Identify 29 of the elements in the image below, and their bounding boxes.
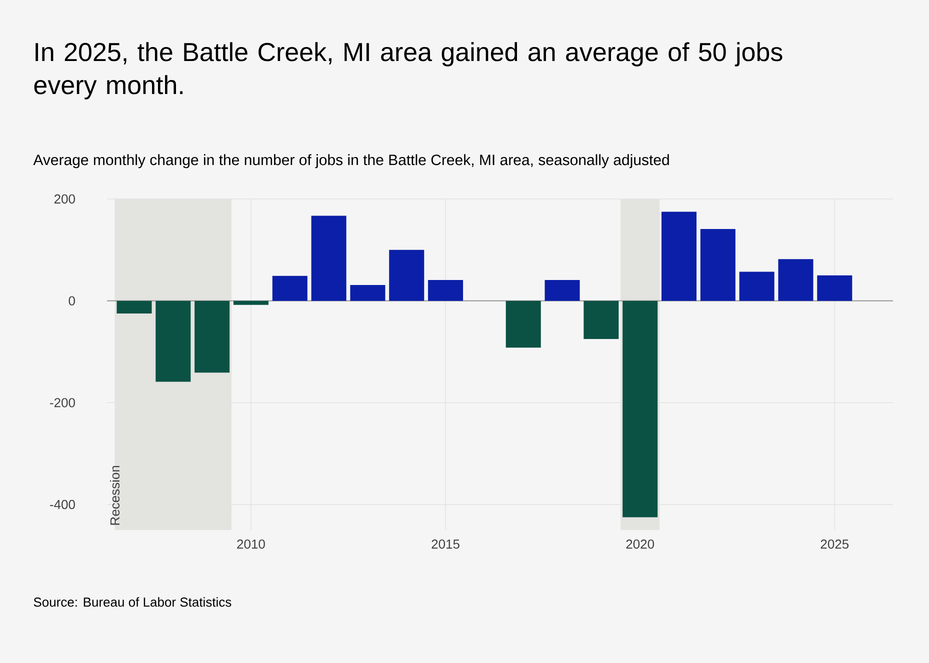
bar <box>544 280 580 301</box>
bar <box>389 250 424 301</box>
bar <box>700 229 736 301</box>
bar <box>233 300 268 305</box>
bar <box>506 300 541 348</box>
y-tick-label: 0 <box>68 296 75 306</box>
bar <box>584 300 619 340</box>
bar <box>661 212 697 301</box>
bar <box>272 276 308 301</box>
chart-subtitle: Average monthly change in the number of jobs in the Battle Creek, MI area, seasonally adjusted <box>33 154 669 168</box>
x-tick-label: 2025 <box>820 540 849 549</box>
bar <box>817 275 852 301</box>
bar <box>350 285 386 301</box>
bar <box>116 300 152 314</box>
x-tick-label: 2010 <box>237 540 265 549</box>
bar <box>194 300 230 373</box>
bar <box>739 272 774 301</box>
bar <box>311 216 346 301</box>
bar <box>156 300 191 382</box>
x-tick-label: 2015 <box>432 540 460 549</box>
bar <box>428 280 464 301</box>
y-tick-label: -200 <box>50 398 75 408</box>
band-label: Recession <box>110 466 120 525</box>
bar <box>778 259 814 301</box>
y-tick-label: -400 <box>50 500 75 510</box>
y-tick-label: 200 <box>54 194 75 204</box>
source-note: Source: Bureau of Labor Statistics <box>34 597 232 607</box>
x-tick-label: 2020 <box>626 540 654 549</box>
chart-title: In 2025, the Battle Creek, MI area gained an average of 50 jobs every month. <box>34 42 782 100</box>
